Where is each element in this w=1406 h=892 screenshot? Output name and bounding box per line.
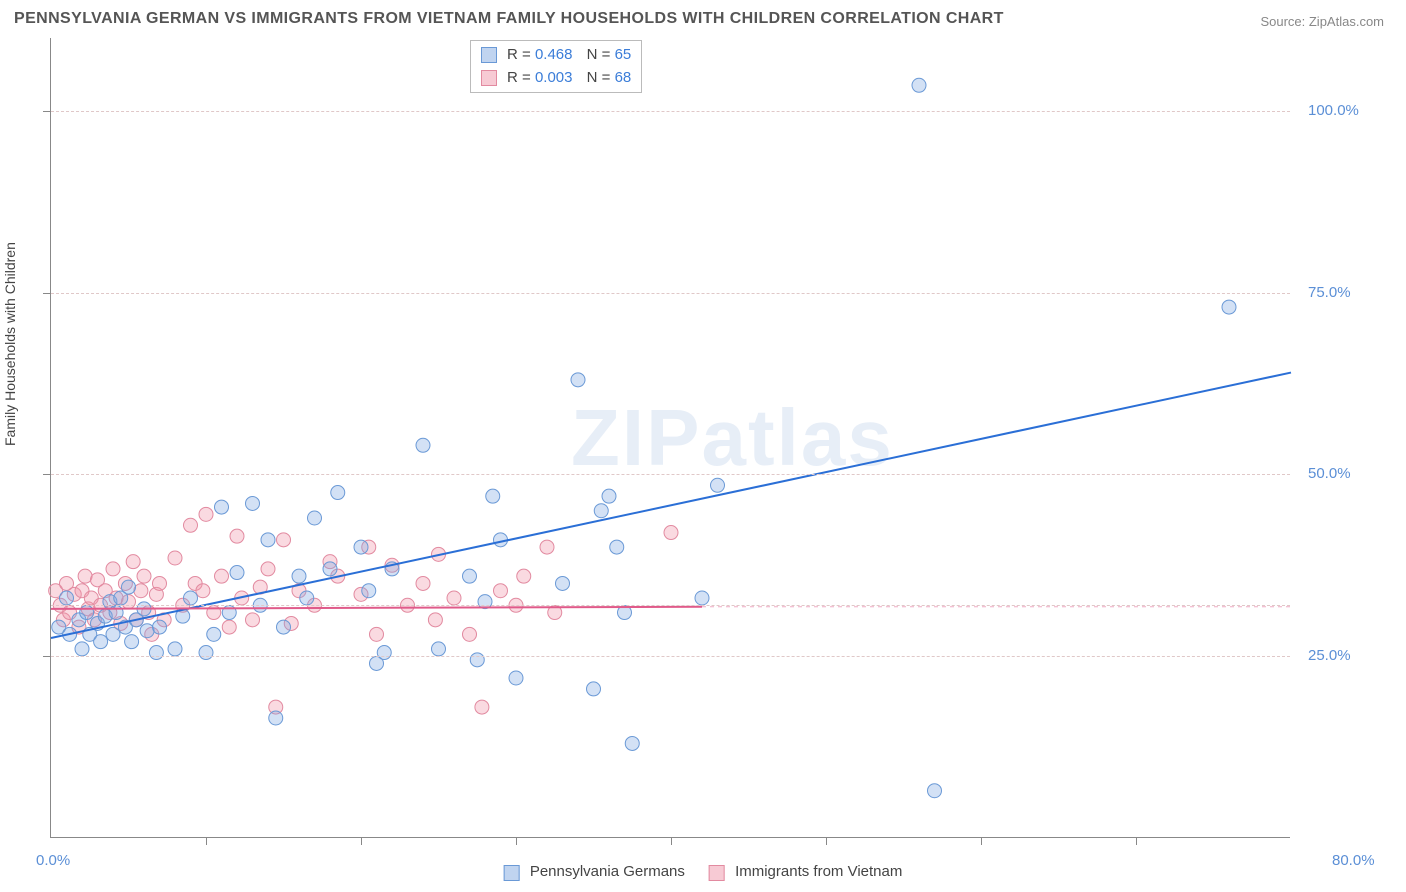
stats-swatch-pink: [481, 70, 497, 86]
scatter-svg: [51, 38, 1290, 837]
stats-row-series2: R = 0.003 N = 68: [481, 67, 631, 90]
chart-plot-area: ZIPatlas: [50, 38, 1290, 838]
x-axis-max-label: 80.0%: [1332, 852, 1375, 869]
x-axis-min-label: 0.0%: [36, 852, 70, 869]
stats-row-series1: R = 0.468 N = 65: [481, 44, 631, 67]
legend-bottom: Pennsylvania Germans Immigrants from Vie…: [504, 852, 903, 892]
chart-title: PENNSYLVANIA GERMAN VS IMMIGRANTS FROM V…: [14, 10, 1004, 28]
legend-swatch-blue: [504, 865, 520, 881]
legend-item-blue: Pennsylvania Germans: [504, 863, 685, 880]
y-tick-label: 25.0%: [1308, 647, 1351, 664]
y-tick-label: 50.0%: [1308, 465, 1351, 482]
source-attribution: Source: ZipAtlas.com: [1260, 14, 1384, 29]
correlation-stats-box: R = 0.468 N = 65 R = 0.003 N = 68: [470, 40, 642, 93]
legend-item-pink: Immigrants from Vietnam: [709, 863, 902, 880]
legend-swatch-pink: [709, 865, 725, 881]
y-tick-label: 100.0%: [1308, 102, 1359, 119]
y-axis-label: Family Households with Children: [2, 242, 18, 446]
stats-swatch-blue: [481, 47, 497, 63]
y-tick-label: 75.0%: [1308, 284, 1351, 301]
